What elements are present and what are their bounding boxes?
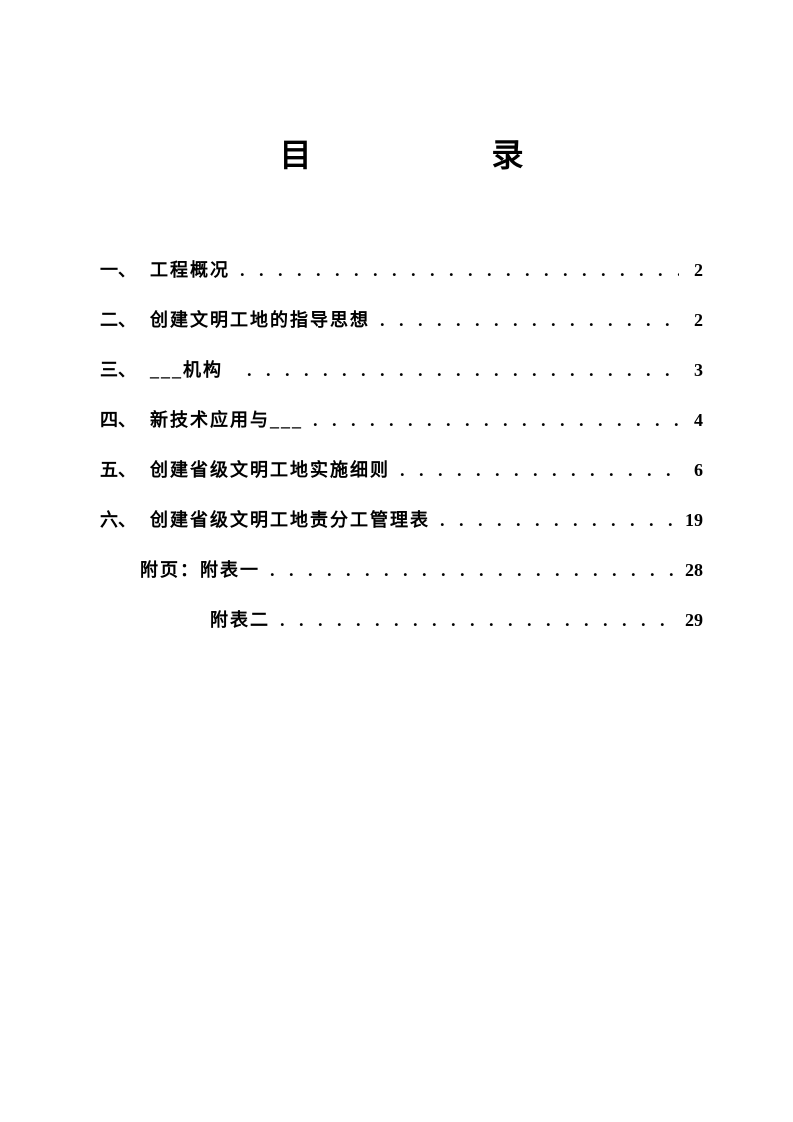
toc-label: 附表二 (210, 606, 270, 632)
toc-page-number: 2 (679, 310, 703, 331)
toc-page-number: 2 (679, 260, 703, 281)
toc-page-number: 3 (679, 360, 703, 381)
toc-entry: 一、 工程概况 ．．．．．．．．．．．．．．．．．．．．．．．．．．．． 2 (100, 256, 703, 282)
toc-number: 六、 (100, 506, 150, 532)
toc-entry: 五、 创建省级文明工地实施细则 ．．．．．．．．．．．．．．．．．．．．．．．．… (100, 456, 703, 482)
dot-leader: ．．．．．．．．．．．．．．．．．．．．．．．．．．．． (430, 506, 679, 532)
page-container: 目 录 一、 工程概况 ．．．．．．．．．．．．．．．．．．．．．．．．．．．．… (0, 0, 793, 632)
toc-label: ___机构 (150, 356, 223, 382)
toc-label: 新技术应用与___ (150, 406, 303, 432)
toc-label: 工程概况 (150, 256, 230, 282)
dot-leader: ．．．．．．．．．．．．．．．．．．．．．．．．．．．． (390, 456, 679, 482)
toc-label: 附页：附表一 (140, 556, 260, 582)
toc-number: 二、 (100, 306, 150, 332)
toc-page-number: 29 (679, 610, 703, 631)
dot-leader: ．．．．．．．．．．．．．．．．．．．．．．．．．．．． (230, 256, 679, 282)
dot-leader: ．．．．．．．．．．．．．．．．．．．．．．．．．．．． (260, 556, 679, 582)
toc-appendix-entry: 附表二 ．．．．．．．．．．．．．．．．．．．．．．．．．．．． 29 (100, 606, 703, 632)
toc-page-number: 4 (679, 410, 703, 431)
toc-number: 五、 (100, 456, 150, 482)
document-title: 目 录 (100, 130, 703, 176)
toc-number: 一、 (100, 256, 150, 282)
toc-entry: 二、 创建文明工地的指导思想 ．．．．．．．．．．．．．．．．．．．．．．．．．… (100, 306, 703, 332)
dot-leader: ．．．．．．．．．．．．．．．．．．．．．．．．．．．． (270, 606, 679, 632)
toc-appendix-entry: 附页：附表一 ．．．．．．．．．．．．．．．．．．．．．．．．．．．． 28 (100, 556, 703, 582)
toc-label: 创建省级文明工地实施细则 (150, 456, 390, 482)
title-char-1: 目 (279, 130, 311, 176)
dot-leader: ．．．．．．．．．．．．．．．．．．．．．．．．．．．． (237, 356, 679, 382)
toc-label: 创建文明工地的指导思想 (150, 306, 370, 332)
toc-number: 三、 (100, 356, 150, 382)
toc-page-number: 19 (679, 510, 703, 531)
toc-page-number: 6 (679, 460, 703, 481)
toc-number: 四、 (100, 406, 150, 432)
toc-entry: 六、 创建省级文明工地责分工管理表 ．．．．．．．．．．．．．．．．．．．．．．… (100, 506, 703, 532)
toc-entry: 四、 新技术应用与___ ．．．．．．．．．．．．．．．．．．．．．．．．．．．… (100, 406, 703, 432)
dot-leader: ．．．．．．．．．．．．．．．．．．．．．．．．．．．． (303, 406, 679, 432)
table-of-contents: 一、 工程概况 ．．．．．．．．．．．．．．．．．．．．．．．．．．．． 2 二… (100, 256, 703, 632)
toc-page-number: 28 (679, 560, 703, 581)
toc-label: 创建省级文明工地责分工管理表 (150, 506, 430, 532)
title-char-2: 录 (492, 130, 524, 176)
dot-leader: ．．．．．．．．．．．．．．．．．．．．．．．．．．．． (370, 306, 679, 332)
toc-entry: 三、 ___机构 ．．．．．．．．．．．．．．．．．．．．．．．．．．．． 3 (100, 356, 703, 382)
